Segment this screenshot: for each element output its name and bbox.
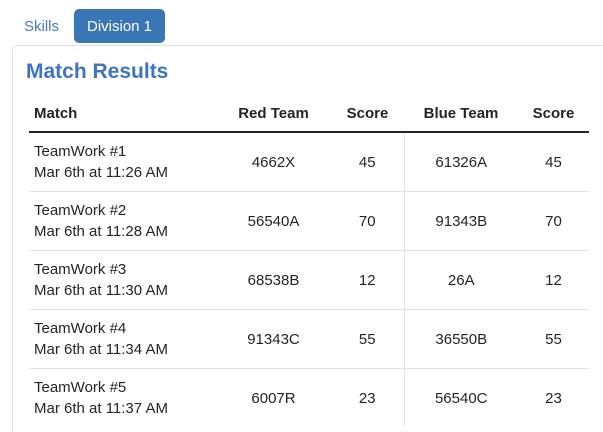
match-row: TeamWork #2 Mar 6th at 11:28 AM 56540A 7… — [29, 191, 589, 251]
match-time: Mar 6th at 11:34 AM — [34, 341, 168, 358]
column-header-blue-score: Score — [518, 96, 589, 133]
match-results-table: Match Red Team Score Blue Team Score Tea… — [29, 96, 589, 427]
column-header-red-score: Score — [331, 96, 404, 133]
table-header-row: Match Red Team Score Blue Team Score — [29, 96, 589, 133]
match-row: TeamWork #5 Mar 6th at 11:37 AM 6007R 23… — [29, 368, 589, 427]
column-header-red-team: Red Team — [216, 96, 331, 133]
match-row: TeamWork #3 Mar 6th at 11:30 AM 68538B 1… — [29, 250, 589, 310]
red-team-cell: 6007R — [216, 368, 331, 427]
blue-team-cell: 36550B — [403, 309, 518, 369]
blue-team-cell: 61326A — [403, 132, 518, 192]
blue-score-cell: 70 — [518, 191, 589, 251]
blue-team-cell: 91343B — [403, 191, 518, 251]
red-score-cell: 45 — [358, 153, 376, 171]
match-time: Mar 6th at 11:30 AM — [34, 282, 168, 299]
page-title: Match Results — [26, 60, 169, 83]
blue-score-cell: 45 — [545, 153, 562, 171]
match-name: TeamWork #2 — [34, 202, 127, 219]
tab-division-1[interactable]: Division 1 — [74, 9, 165, 43]
match-name: TeamWork #4 — [34, 320, 127, 337]
match-table-body: TeamWork #1 Mar 6th at 11:26 AM 4662X 45… — [29, 132, 589, 427]
blue-team-cell: 26A — [403, 250, 518, 310]
red-team-cell: 4662X — [251, 153, 296, 171]
column-header-match: Match — [29, 96, 216, 133]
red-team-cell: 68538B — [216, 250, 331, 310]
match-row: TeamWork #1 Mar 6th at 11:26 AM 4662X 45… — [29, 132, 589, 192]
match-time: Mar 6th at 11:26 AM — [34, 164, 168, 181]
tab-bar: Skills Division 1 — [0, 0, 603, 45]
tab-skills[interactable]: Skills — [24, 17, 60, 35]
red-score-cell: 55 — [331, 309, 404, 369]
tab-content-card: Match Results Match Red Team Score Blue … — [12, 45, 603, 432]
blue-score-cell: 12 — [518, 250, 589, 310]
blue-score-cell: 55 — [518, 309, 589, 369]
match-time: Mar 6th at 11:28 AM — [34, 223, 168, 240]
blue-score-cell: 23 — [518, 368, 589, 427]
match-name: TeamWork #1 — [34, 143, 127, 160]
red-score-cell: 70 — [331, 191, 404, 251]
red-team-cell: 91343C — [216, 309, 331, 369]
column-header-blue-team: Blue Team — [404, 96, 518, 133]
red-team-cell: 56540A — [216, 191, 331, 251]
red-score-cell: 23 — [331, 368, 404, 427]
blue-team-cell: 56540C — [403, 368, 518, 427]
match-name: TeamWork #3 — [34, 261, 127, 278]
match-time: Mar 6th at 11:37 AM — [34, 400, 168, 417]
match-row: TeamWork #4 Mar 6th at 11:34 AM 91343C 5… — [29, 309, 589, 369]
match-name: TeamWork #5 — [34, 379, 127, 396]
red-score-cell: 12 — [331, 250, 404, 310]
